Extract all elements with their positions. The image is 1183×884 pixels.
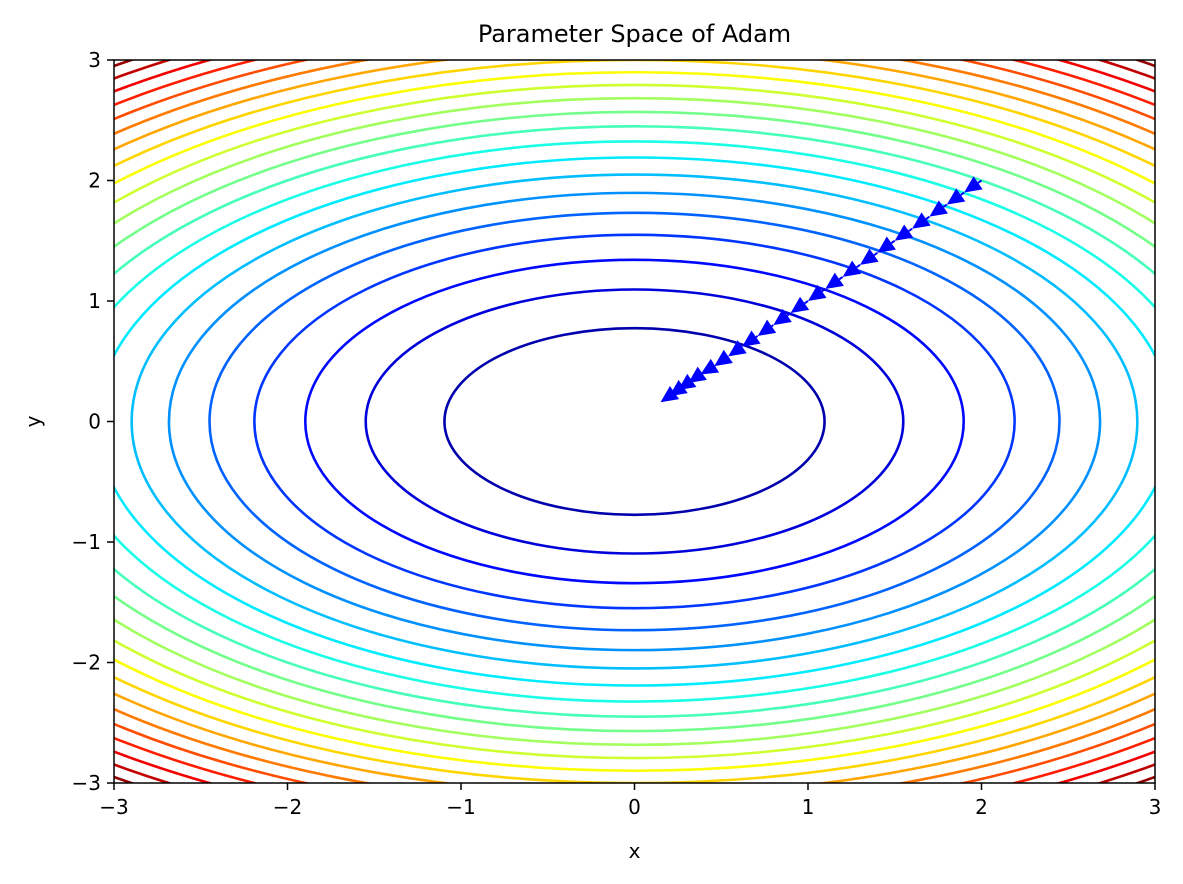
trajectory-step-1 bbox=[960, 191, 965, 196]
chart-title: Parameter Space of Adam bbox=[478, 20, 791, 48]
trajectory-step-2 bbox=[942, 203, 948, 208]
trajectory-arrowhead-11 bbox=[773, 308, 792, 326]
adam-trajectory bbox=[660, 176, 983, 403]
trajectory-arrowhead-4 bbox=[894, 224, 914, 241]
trajectory-arrowhead-16 bbox=[700, 358, 720, 375]
contour-level-2 bbox=[304, 258, 965, 585]
trajectory-arrowhead-3 bbox=[912, 212, 931, 229]
y-tick-label-4: 1 bbox=[88, 289, 101, 313]
contour-level-4 bbox=[208, 211, 1061, 632]
x-axis-ticks: −3 −2 −1 0 1 2 3 bbox=[99, 783, 1161, 819]
x-tick-label-0: −3 bbox=[99, 795, 128, 819]
trajectory-arrowhead-5 bbox=[877, 236, 896, 253]
trajectory-step-4 bbox=[908, 227, 913, 232]
trajectory-arrowhead-7 bbox=[842, 260, 862, 277]
trajectory-step-12 bbox=[771, 324, 774, 328]
contour-level-6 bbox=[130, 173, 1139, 670]
x-tick-label-5: 2 bbox=[975, 795, 988, 819]
x-tick-label-2: −1 bbox=[446, 795, 475, 819]
contour-level-11 bbox=[114, 96, 1155, 747]
trajectory-arrowhead-0 bbox=[964, 176, 983, 193]
trajectory-step-0 bbox=[977, 179, 983, 184]
trajectory-step-13 bbox=[755, 335, 759, 338]
y-axis-ticks: −3 −2 −1 0 1 2 3 bbox=[72, 48, 114, 795]
trajectory-step-9 bbox=[821, 288, 826, 293]
contour-level-9 bbox=[114, 125, 1155, 718]
trajectory-arrowhead-8 bbox=[825, 272, 844, 289]
y-tick-label-5: 2 bbox=[88, 169, 101, 193]
trajectory-step-5 bbox=[890, 239, 896, 244]
contour-level-7 bbox=[114, 156, 1155, 687]
x-tick-label-3: 0 bbox=[628, 795, 641, 819]
y-tick-label-3: 0 bbox=[88, 410, 101, 434]
contour-level-12 bbox=[114, 83, 1155, 760]
contour-level-5 bbox=[167, 191, 1102, 652]
trajectory-arrowhead-2 bbox=[929, 200, 948, 217]
trajectory-arrowhead-1 bbox=[946, 188, 966, 205]
x-axis-label: x bbox=[629, 839, 641, 863]
y-tick-label-2: −1 bbox=[72, 530, 101, 554]
trajectory-step-3 bbox=[925, 215, 931, 220]
trajectory-step-8 bbox=[838, 276, 844, 281]
trajectory-step-11 bbox=[786, 312, 792, 317]
y-tick-label-1: −2 bbox=[72, 651, 101, 675]
trajectory-arrowhead-12 bbox=[757, 319, 777, 336]
trajectory-step-10 bbox=[804, 300, 809, 305]
trajectory-arrowhead-6 bbox=[860, 248, 879, 265]
contour-level-3 bbox=[253, 233, 1016, 610]
trajectory-arrowhead-14 bbox=[728, 340, 747, 357]
trajectory-arrowhead-17 bbox=[688, 366, 707, 383]
trajectory-step-6 bbox=[873, 251, 878, 256]
x-tick-label-4: 1 bbox=[802, 795, 815, 819]
x-tick-label-6: 3 bbox=[1149, 795, 1162, 819]
trajectory-step-7 bbox=[856, 264, 861, 269]
contour-level-1 bbox=[364, 288, 905, 555]
trajectory-arrowhead-9 bbox=[808, 284, 827, 301]
contour-level-8 bbox=[114, 140, 1155, 703]
trajectory-arrowhead-15 bbox=[714, 349, 733, 367]
trajectory-arrowhead-13 bbox=[742, 330, 761, 347]
trajectory-arrowhead-20 bbox=[660, 385, 680, 403]
y-tick-label-6: 3 bbox=[88, 48, 101, 72]
y-tick-label-0: −3 bbox=[72, 771, 101, 795]
y-axis-label: y bbox=[21, 415, 45, 427]
contour-level-0 bbox=[443, 326, 826, 517]
contour-level-13 bbox=[114, 71, 1155, 772]
contour-level-10 bbox=[114, 110, 1155, 733]
trajectory-arrowhead-10 bbox=[790, 296, 810, 314]
x-tick-label-1: −2 bbox=[273, 795, 302, 819]
